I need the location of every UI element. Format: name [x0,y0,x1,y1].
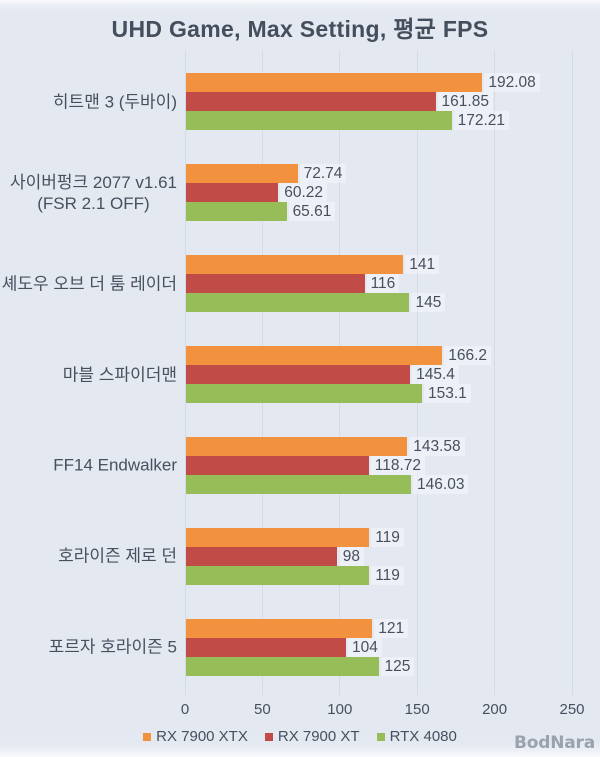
value-label: 166.2 [444,346,492,365]
category-label-text: 셰도우 오브 더 툼 레이더 [1,274,177,294]
bar-rx-7900-xt [186,455,369,475]
gridline [184,51,186,695]
value-label: 116 [366,274,400,294]
value-label: 118.72 [370,455,426,475]
x-tick-label: 250 [559,701,585,718]
value-label: 161.85 [437,92,493,112]
category-label: 포르자 호라이즌 5 [0,637,177,658]
gridline [494,51,496,695]
bar-rx-7900-xt [186,546,337,566]
bar-rx-7900-xtx [186,527,370,547]
legend-swatch-icon [376,732,385,741]
x-tick-label: 100 [327,701,353,718]
category-label-text: 히트맨 3 (두바이) [52,92,177,112]
value-label: 192.08 [484,73,540,93]
category-label-text: 사이버펑크 2077 v1.61 (FSR 2.1 OFF) [9,172,177,213]
value-label: 72.74 [299,164,347,184]
bar-rtx-4080 [186,565,370,585]
category-label-text: FF14 Endwalker [53,455,177,475]
category-label: FF14 Endwalker [0,455,177,476]
value-label: 60.22 [280,183,328,203]
legend-swatch-icon [143,732,152,741]
legend-item: RX 7900 XT [264,728,360,745]
x-tick-label: 0 [180,701,190,718]
value-label: 141 [405,255,440,275]
value-label: 125 [380,656,415,676]
value-label: 104 [347,637,382,657]
x-tick-label: 50 [254,701,271,718]
category-label: 사이버펑크 2077 v1.61 (FSR 2.1 OFF) [0,172,177,214]
value-label: 65.61 [288,202,336,222]
legend-label: RX 7900 XTX [156,728,248,745]
bar-rtx-4080 [186,293,410,313]
chart-title: UHD Game, Max Setting, 평균 FPS [111,16,489,42]
bar-rx-7900-xtx [186,346,443,365]
category-label-text: 포르자 호라이즌 5 [48,637,177,657]
gridline [571,51,573,695]
value-label: 145 [411,293,446,313]
bar-rx-7900-xtx [186,255,404,275]
x-tick-label: 200 [482,701,508,718]
legend-label: RX 7900 XT [277,728,360,745]
legend-swatch-icon [264,732,273,741]
bar-rx-7900-xt [186,274,365,294]
bar-rx-7900-xtx [186,73,483,93]
value-label: 145.4 [412,365,459,384]
value-label: 121 [374,618,409,638]
value-label: 146.03 [413,474,469,494]
gridline [416,51,418,695]
value-label: 98 [338,546,364,566]
bar-rtx-4080 [186,384,422,403]
bar-rx-7900-xt [186,92,436,112]
bar-rtx-4080 [186,656,379,676]
x-tick-label: 150 [404,701,430,718]
bar-rx-7900-xtx [186,618,373,638]
bar-rx-7900-xt [186,637,346,657]
value-label: 172.21 [453,111,509,131]
category-label: 셰도우 오브 더 툼 레이더 [0,273,177,294]
bar-rx-7900-xtx [186,436,408,456]
value-label: 143.58 [409,436,465,456]
category-label: 호라이즌 제로 던 [0,546,177,567]
legend-item: RX 7900 XTX [143,728,248,745]
category-label: 히트맨 3 (두바이) [0,91,177,112]
bar-rtx-4080 [186,202,287,222]
legend: RX 7900 XTX RX 7900 XT RTX 4080 [0,728,600,745]
value-label: 153.1 [423,384,471,403]
bar-rx-7900-xt [186,365,411,384]
bar-rtx-4080 [186,111,452,131]
bar-rx-7900-xtx [186,164,298,184]
bodnara-logo: BodNara [514,733,595,753]
category-label-text: 호라이즌 제로 던 [58,546,177,566]
bar-rx-7900-xt [186,183,279,203]
legend-label: RTX 4080 [389,728,457,745]
value-label: 119 [371,527,404,547]
value-label: 119 [371,565,404,585]
category-label: 마블 스파이더맨 [0,364,177,385]
category-label-text: 마블 스파이더맨 [62,365,177,384]
legend-item: RTX 4080 [376,728,457,745]
bar-rtx-4080 [186,474,412,494]
